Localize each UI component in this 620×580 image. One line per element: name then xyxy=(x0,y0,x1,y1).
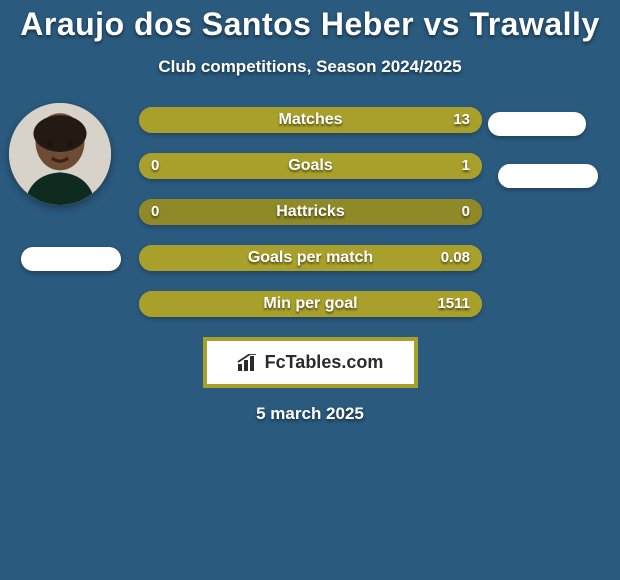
logo-text: FcTables.com xyxy=(265,352,384,373)
stat-value-right: 0 xyxy=(462,199,470,225)
stat-value-left: 0 xyxy=(151,199,159,225)
fctables-logo: FcTables.com xyxy=(203,337,418,388)
bar-chart-icon xyxy=(237,354,259,372)
stat-row: Matches13 xyxy=(139,107,482,133)
stat-value-right: 0.08 xyxy=(441,245,470,271)
stat-row: Min per goal1511 xyxy=(139,291,482,317)
player1-name-pill xyxy=(21,247,121,271)
stat-value-right: 13 xyxy=(453,107,470,133)
stat-row: 0Hattricks0 xyxy=(139,199,482,225)
stat-value-right: 1511 xyxy=(437,291,470,317)
stat-rows: Matches13 0Goals1 0Hattricks0 Goals per mat… xyxy=(139,107,482,317)
player1-avatar xyxy=(9,103,111,205)
stat-row: Goals per match0.08 xyxy=(139,245,482,271)
stat-row: 0Goals1 xyxy=(139,153,482,179)
player2-avatar-pill xyxy=(488,112,586,136)
avatar-placeholder-icon xyxy=(9,103,111,205)
comparison-area: Matches13 0Goals1 0Hattricks0 Goals per mat… xyxy=(0,107,620,317)
page-title: Araujo dos Santos Heber vs Trawally xyxy=(0,0,620,43)
stat-value-left: 0 xyxy=(151,153,159,179)
subtitle: Club competitions, Season 2024/2025 xyxy=(0,57,620,77)
date-text: 5 march 2025 xyxy=(0,404,620,424)
stat-value-right: 1 xyxy=(462,153,470,179)
player2-name-pill xyxy=(498,164,598,188)
